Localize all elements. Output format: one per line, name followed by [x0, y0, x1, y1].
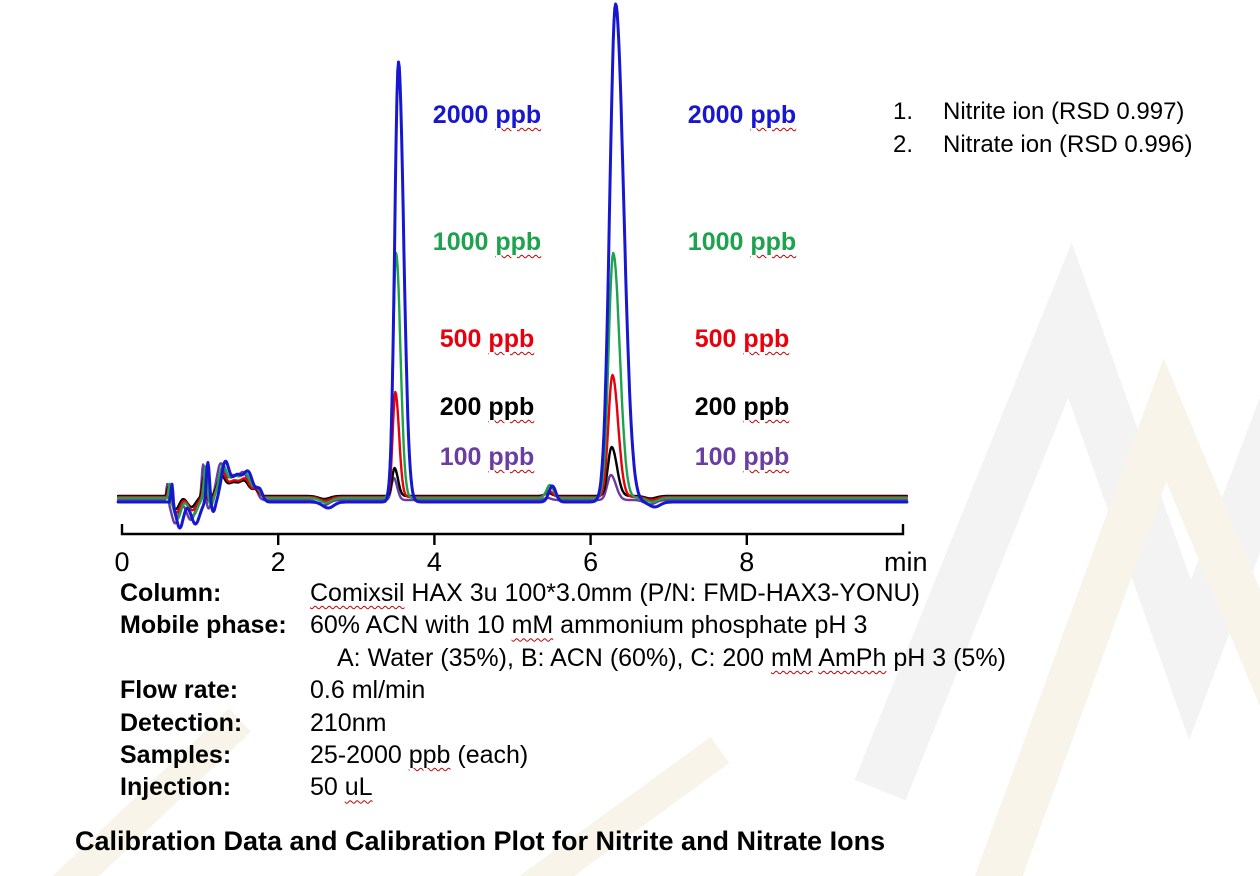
concentration-label-200-ppb: 200 ppb: [694, 393, 790, 421]
method-info-value: A: Water (35%), B: ACN (60%), C: 200 mM …: [337, 643, 1006, 672]
x-axis-line: [120, 524, 905, 536]
trace-1000-ppb: [116, 251, 909, 520]
trace-2000-ppb: [116, 2, 909, 530]
legend-item-number: 2.: [893, 131, 914, 158]
concentration-label-200-ppb: 200 ppb: [439, 393, 535, 421]
method-info-value: 25-2000 ppb (each): [310, 741, 529, 770]
method-info-label: [120, 642, 310, 674]
spellcheck-underlined-word: ppb: [488, 393, 535, 421]
x-tick-label: 2: [271, 547, 286, 577]
peak-legend: 1. Nitrite ion (RSD 0.997) 2. Nitrate ion (…: [893, 95, 1192, 161]
method-info-row: Samples: 25-2000 ppb (each): [120, 739, 1006, 771]
concentration-label-100-ppb: 100 ppb: [439, 443, 535, 471]
concentration-label-500-ppb: 500 ppb: [439, 325, 535, 353]
method-info-row: Flow rate: 0.6 ml/min: [120, 674, 1006, 706]
concentration-label-2000-ppb: 2000 ppb: [432, 101, 542, 129]
spellcheck-underlined-word: ppb: [743, 325, 790, 353]
concentration-label-100-ppb: 100 ppb: [694, 443, 790, 471]
figure-title: Calibration Data and Calibration Plot fo…: [75, 826, 886, 856]
method-info-row: Mobile phase: 60% ACN with 10 mM ammonium…: [120, 609, 1006, 641]
method-info-row: Injection: 50 uL: [120, 771, 1006, 803]
spellcheck-underlined-word: ppb: [488, 325, 535, 353]
legend-item-text: Nitrate ion (RSD 0.996): [943, 131, 1193, 158]
concentration-label-2000-ppb: 2000 ppb: [687, 101, 797, 129]
method-info-label: Flow rate:: [120, 676, 239, 705]
x-tick-label: 8: [739, 547, 754, 577]
method-info-value: Comixsil HAX 3u 100*3.0mm (P/N: FMD-HAX3…: [310, 579, 920, 607]
method-info-row: Detection: 210nm: [120, 707, 1006, 739]
concentration-label-1000-ppb: 1000 ppb: [687, 228, 797, 256]
method-info-label: Samples:: [120, 741, 232, 770]
spellcheck-underlined-word: ppb: [488, 443, 535, 471]
method-info-row: Column: Comixsil HAX 3u 100*3.0mm (P/N: F…: [120, 577, 1006, 609]
legend-item-text: Nitrite ion (RSD 0.997): [943, 98, 1185, 125]
spellcheck-underlined-word: ppb: [495, 101, 542, 129]
background-watermark: [52, 242, 1260, 876]
method-info-label: Mobile phase:: [120, 611, 287, 640]
trace-100-ppb: [116, 462, 909, 525]
method-info-label: Injection:: [120, 773, 232, 802]
spellcheck-underlined-word: mM: [771, 643, 813, 672]
spellcheck-underlined-word: ppb: [743, 393, 790, 421]
method-info-value: 60% ACN with 10 mM ammonium phosphate pH…: [310, 611, 868, 640]
spellcheck-underlined-word: uL: [344, 773, 373, 802]
chromatogram-traces: [116, 2, 909, 530]
method-info-label: Detection:: [120, 708, 243, 737]
spellcheck-underlined-word: ppb: [743, 443, 790, 471]
spellcheck-underlined-word: mM: [511, 611, 554, 640]
method-info-value: 210nm: [310, 708, 387, 737]
spellcheck-underlined-word: ppb: [408, 741, 451, 770]
legend-item: 2. Nitrate ion (RSD 0.996): [893, 128, 1192, 161]
method-info-label: Column:: [120, 579, 222, 607]
method-info-block: Column: Comixsil HAX 3u 100*3.0mm (P/N: F…: [120, 577, 1006, 804]
method-info-value: 50 uL: [310, 773, 373, 802]
x-axis: 0 2 4 6 8 min: [114, 524, 928, 577]
spellcheck-underlined-word: ppb: [750, 101, 797, 129]
concentration-label-1000-ppb: 1000 ppb: [432, 228, 542, 256]
x-axis-unit-label: min: [884, 547, 928, 577]
spellcheck-underlined-word: ppb: [495, 228, 542, 256]
concentration-label-500-ppb: 500 ppb: [694, 325, 790, 353]
method-info-row: A: Water (35%), B: ACN (60%), C: 200 mM …: [120, 642, 1006, 674]
legend-item: 1. Nitrite ion (RSD 0.997): [893, 95, 1192, 128]
x-tick-label: 4: [427, 547, 442, 577]
spellcheck-underlined-word: AmPh: [818, 643, 887, 672]
x-tick-label: 0: [114, 547, 129, 577]
spellcheck-underlined-word: Comixsil: [310, 579, 405, 607]
spellcheck-underlined-word: ppb: [750, 228, 797, 256]
method-info-value: 0.6 ml/min: [310, 676, 426, 705]
legend-item-number: 1.: [893, 98, 914, 125]
x-tick-label: 6: [583, 547, 598, 577]
